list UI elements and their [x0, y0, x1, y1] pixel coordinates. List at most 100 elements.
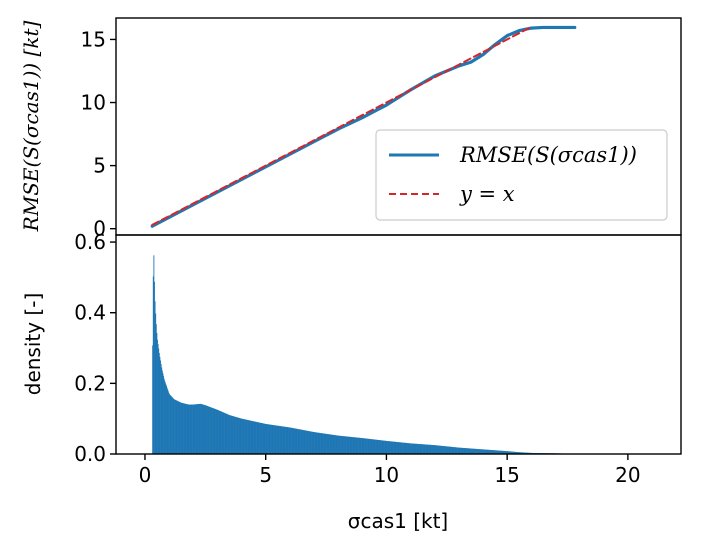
histogram-bar: [189, 404, 191, 454]
histogram-bar: [335, 435, 337, 454]
histogram-bar: [400, 442, 402, 454]
histogram-bar: [192, 404, 194, 454]
histogram-bar: [176, 400, 178, 454]
histogram-bar: [299, 429, 301, 454]
histogram-bar: [463, 447, 464, 454]
histogram-bar: [390, 441, 391, 454]
histogram-bar: [397, 442, 399, 454]
histogram-bar: [336, 435, 338, 454]
histogram-bar: [388, 441, 390, 454]
histogram-bar: [419, 444, 421, 454]
histogram-bar: [351, 437, 353, 454]
histogram-bar: [481, 449, 483, 454]
histogram-bar: [501, 450, 503, 454]
histogram-bar: [300, 429, 302, 454]
histogram-bar: [377, 439, 379, 454]
series-line-identity: [151, 25, 533, 226]
histogram-bar: [222, 412, 224, 454]
histogram-bar: [271, 424, 273, 454]
histogram-bar: [380, 440, 382, 454]
histogram-bar: [466, 448, 468, 454]
histogram-bar: [397, 442, 399, 454]
histogram-bar: [448, 446, 450, 454]
histogram-bar: [376, 439, 378, 454]
x-tick-label: 0: [139, 463, 152, 487]
histogram-bar: [253, 421, 255, 454]
histogram-bar: [368, 438, 370, 454]
histogram-bar: [250, 420, 251, 454]
histogram-bar: [473, 448, 475, 454]
histogram-bar: [307, 430, 309, 454]
histogram-bar: [254, 421, 256, 454]
histogram-bar: [446, 446, 448, 454]
histogram-bar: [356, 437, 358, 454]
histogram-bar: [261, 423, 263, 454]
histogram-bar: [198, 403, 200, 454]
histogram-bar: [487, 449, 489, 454]
histogram-bar: [206, 405, 208, 454]
histogram-bar: [344, 436, 346, 454]
histogram-bar: [438, 445, 440, 454]
histogram-bar: [499, 450, 501, 454]
histogram-bar: [203, 404, 205, 454]
histogram-bar: [228, 415, 230, 454]
histogram-bar: [325, 433, 327, 454]
histogram-bar: [519, 452, 521, 454]
histogram-bar: [355, 437, 356, 454]
histogram-bar: [469, 448, 471, 454]
histogram-bar: [327, 434, 329, 454]
histogram-bar: [367, 438, 369, 454]
histogram-bar: [171, 396, 173, 454]
histogram-bar: [265, 423, 266, 454]
histogram-bar: [488, 449, 490, 454]
histogram-bar: [406, 443, 408, 454]
histogram-bar: [234, 416, 236, 454]
histogram-bar: [484, 449, 486, 454]
histogram-bar: [381, 440, 383, 454]
histogram-bar: [292, 428, 294, 454]
histogram-bar: [483, 449, 484, 454]
histogram-bar: [394, 441, 396, 454]
histogram-bar: [345, 436, 347, 454]
histogram-bar: [294, 428, 296, 454]
histogram-bar: [270, 424, 272, 454]
histogram-bar: [343, 436, 345, 454]
histogram-bar: [192, 404, 193, 454]
histogram-bar: [341, 435, 343, 454]
histogram-bar: [250, 420, 252, 454]
histogram-bar: [500, 450, 502, 454]
histogram-bar: [236, 417, 238, 454]
histogram-bar: [393, 441, 395, 454]
histogram-bar: [155, 313, 157, 454]
histogram-bar: [163, 378, 165, 454]
histogram-bar: [306, 430, 308, 454]
histogram-bar: [421, 444, 423, 454]
histogram-bar: [481, 449, 483, 454]
histogram-bar: [316, 432, 318, 454]
histogram-bar: [311, 431, 313, 454]
histogram-bar: [464, 448, 466, 454]
histogram-bar: [454, 447, 456, 454]
histogram-bar: [230, 415, 231, 454]
histogram-bar: [266, 424, 268, 454]
histogram-bar: [227, 414, 228, 454]
histogram-bar: [445, 446, 447, 454]
histogram-bar: [372, 439, 374, 454]
histogram-bar: [516, 452, 518, 454]
histogram-bar: [353, 437, 355, 454]
histogram-bar: [278, 425, 280, 454]
histogram-bar: [286, 427, 288, 454]
histogram-bar: [507, 451, 509, 454]
histogram-bar: [396, 442, 398, 454]
histogram-bar: [310, 431, 312, 454]
histogram-bar: [412, 443, 414, 454]
histogram-bar: [330, 434, 332, 454]
histogram-bar: [332, 434, 333, 454]
histogram-bar: [387, 441, 388, 454]
histogram-bar: [384, 440, 386, 454]
histogram-bar: [181, 402, 183, 454]
histogram-bar: [510, 451, 512, 454]
histogram-bar: [495, 450, 497, 454]
histogram-bar: [422, 444, 423, 454]
histogram-bar: [183, 403, 184, 454]
